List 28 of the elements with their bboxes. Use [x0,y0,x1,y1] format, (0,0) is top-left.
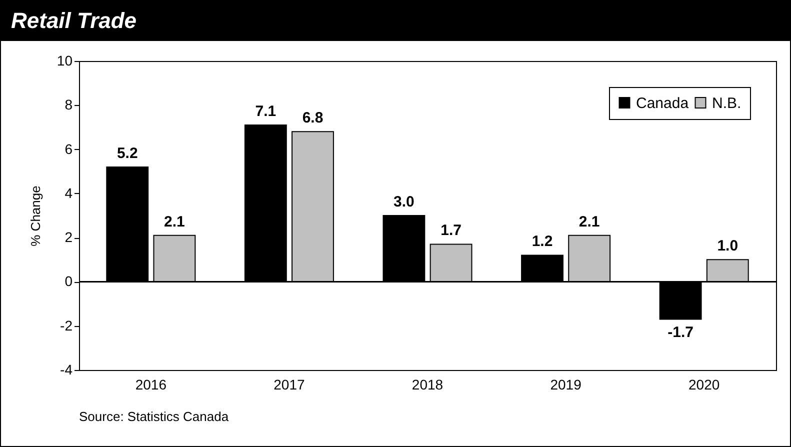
data-label: 5.2 [116,144,138,162]
y-axis-title: % Change [28,186,43,246]
x-tick-label: 2016 [135,376,167,392]
x-tick-label: 2018 [412,376,444,392]
data-label: -1.7 [668,324,694,342]
data-label: 2.1 [164,213,185,230]
y-tick-label: 4 [64,184,73,201]
source-note: Source: Statistics Canada [79,409,229,425]
data-label: 2.1 [578,213,600,230]
x-tick-label: 2019 [550,376,582,392]
y-tick-label: -2 [60,317,73,334]
data-label: 3.0 [394,194,414,210]
y-tick-label: 0 [64,273,73,290]
y-tick-label: 6 [64,140,73,157]
legend-label: N.B. [712,94,742,112]
y-tick-label: 10 [56,52,73,68]
y-tick-label: 2 [64,229,73,246]
data-label: 7.1 [255,103,276,120]
y-tick-label: 8 [64,96,73,113]
x-tick-label: 2020 [688,376,720,392]
chart-title: Retail Trade [1,1,790,41]
data-label: 1.7 [440,222,462,240]
x-tick-label: 2017 [274,376,305,392]
data-label: 1.0 [717,238,738,255]
data-label: 1.2 [532,233,553,250]
data-label: 6.8 [302,110,324,127]
legend-label: Canada [636,94,690,112]
y-tick-label: -4 [60,362,73,378]
